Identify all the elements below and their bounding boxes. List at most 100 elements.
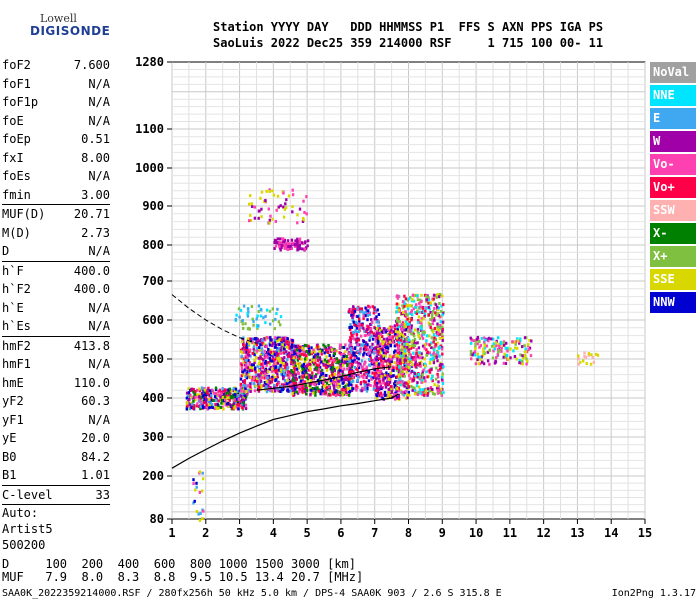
- echo-point: [425, 294, 428, 298]
- echo-point: [351, 337, 354, 340]
- echo-point: [502, 361, 506, 365]
- echo-point: [397, 308, 401, 312]
- echo-point: [239, 391, 242, 395]
- echo-point: [311, 360, 314, 364]
- header-line-2: SaoLuis 2022 Dec25 359 214000 RSF 1 715 …: [213, 36, 604, 50]
- echo-point: [370, 318, 373, 322]
- echo-point: [376, 367, 379, 371]
- echo-point: [421, 380, 425, 384]
- echo-point: [208, 397, 211, 401]
- echo-point: [326, 378, 329, 382]
- echo-point: [190, 387, 193, 391]
- echo-point: [210, 388, 214, 392]
- echo-point: [406, 345, 409, 349]
- echo-point: [187, 391, 191, 395]
- echo-point: [254, 356, 258, 359]
- echo-point: [233, 393, 236, 397]
- echo-point: [505, 353, 509, 357]
- echo-point: [288, 345, 291, 349]
- echo-point: [298, 375, 301, 379]
- echo-point: [416, 375, 419, 379]
- echo-point: [206, 391, 209, 395]
- echo-point: [278, 343, 281, 347]
- echo-point: [338, 378, 341, 381]
- echo-point: [518, 359, 521, 362]
- echo-point: [370, 348, 374, 352]
- echo-point: [314, 375, 317, 379]
- echo-point: [401, 369, 405, 373]
- echo-point: [282, 351, 285, 355]
- echo-point: [241, 337, 245, 341]
- echo-point: [414, 365, 418, 369]
- echo-point: [397, 373, 401, 377]
- echo-point: [333, 352, 337, 356]
- echo-point: [350, 333, 354, 337]
- echo-point: [298, 237, 302, 241]
- echo-point: [277, 243, 281, 247]
- echo-point: [412, 307, 415, 311]
- echo-point: [305, 349, 308, 353]
- echo-point: [397, 386, 400, 390]
- echo-point: [525, 362, 528, 366]
- echo-point: [506, 349, 509, 353]
- echo-point: [419, 391, 422, 395]
- echo-point: [421, 376, 424, 380]
- echo-point: [302, 372, 305, 376]
- echo-point: [438, 354, 441, 358]
- echo-point: [253, 378, 257, 382]
- echo-point: [296, 358, 300, 362]
- echo-point: [439, 309, 443, 313]
- echo-point: [401, 333, 404, 337]
- echo-point: [387, 390, 390, 394]
- echo-point: [290, 369, 293, 372]
- echo-point: [348, 389, 352, 393]
- echo-point: [494, 359, 497, 363]
- echo-point: [244, 397, 247, 401]
- echo-point: [293, 370, 296, 374]
- param-name: D: [2, 244, 10, 258]
- echo-point: [241, 389, 244, 393]
- echo-point: [364, 387, 367, 391]
- echo-point: [419, 364, 422, 368]
- echo-point: [235, 313, 238, 317]
- echo-point: [427, 321, 430, 325]
- echo-point: [285, 345, 289, 349]
- echo-point: [388, 380, 392, 384]
- echo-point: [380, 330, 384, 334]
- echo-point: [423, 391, 426, 395]
- echo-point: [307, 384, 310, 388]
- echo-point: [403, 384, 406, 388]
- echo-point: [412, 299, 416, 303]
- echo-point: [311, 371, 314, 375]
- echo-point: [358, 375, 361, 379]
- legend-item: NoVal: [650, 62, 696, 83]
- echo-point: [237, 403, 240, 407]
- echo-point: [372, 384, 376, 388]
- echo-point: [406, 356, 409, 360]
- echo-point: [280, 338, 283, 342]
- echo-point: [356, 349, 360, 353]
- echo-point: [395, 364, 398, 368]
- echo-point: [433, 348, 436, 352]
- echo-point: [341, 345, 344, 349]
- echo-point: [441, 320, 445, 324]
- echo-point: [216, 402, 219, 406]
- echo-point: [285, 336, 288, 340]
- echo-point: [376, 339, 380, 343]
- echo-point: [297, 344, 300, 348]
- echo-point: [214, 386, 218, 390]
- echo-point: [362, 340, 366, 343]
- echo-point: [308, 363, 311, 366]
- echo-point: [422, 332, 426, 336]
- echo-point: [292, 362, 295, 366]
- echo-point: [412, 334, 416, 338]
- echo-point: [270, 338, 273, 342]
- param-name: h`E: [2, 300, 24, 315]
- echo-point: [278, 246, 282, 250]
- echo-point: [321, 348, 324, 352]
- echo-point: [263, 374, 267, 378]
- echo-point: [242, 383, 245, 387]
- echo-point: [378, 327, 381, 331]
- echo-point: [291, 210, 294, 214]
- panel-separator: [2, 260, 110, 262]
